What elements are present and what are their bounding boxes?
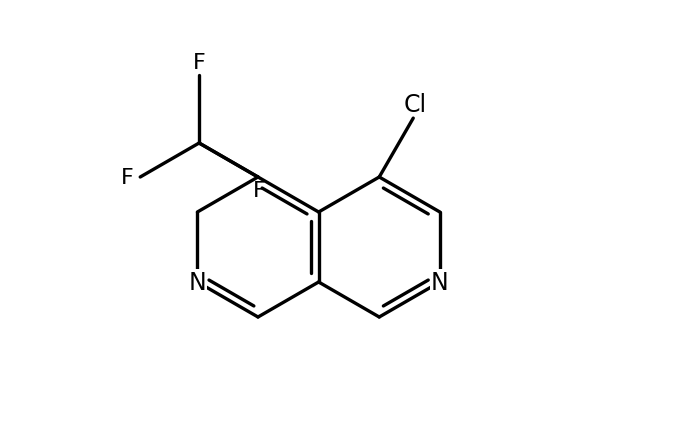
Text: N: N — [189, 271, 206, 294]
Text: Cl: Cl — [404, 93, 427, 117]
Text: F: F — [193, 53, 206, 73]
Text: F: F — [121, 167, 133, 187]
Text: N: N — [431, 271, 449, 294]
Text: F: F — [253, 181, 266, 201]
